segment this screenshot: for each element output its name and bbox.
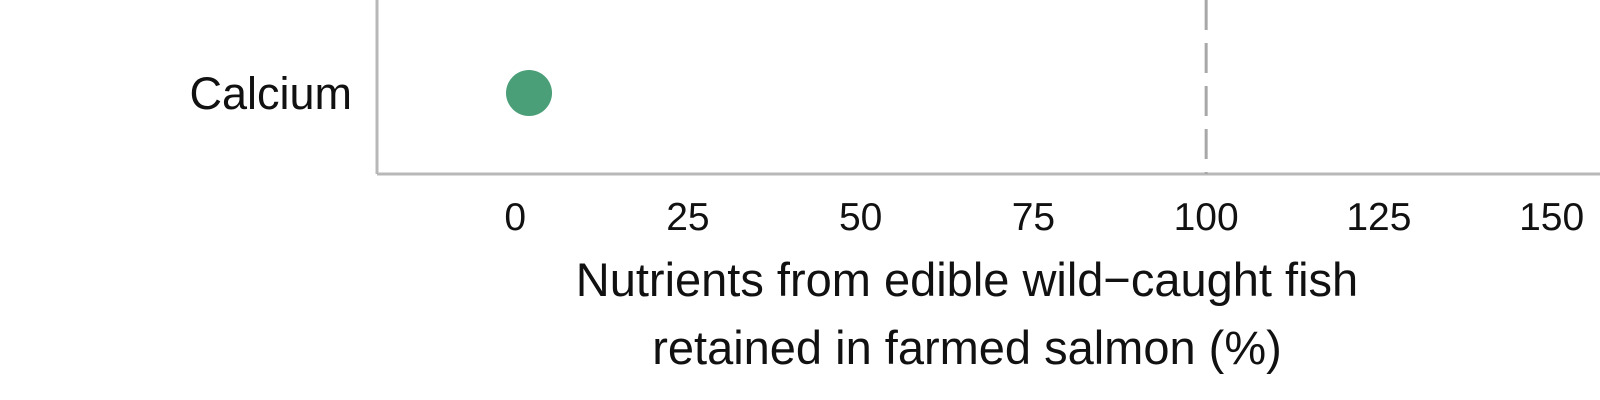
data-points [506,70,553,116]
x-tick-label: 0 [504,196,526,239]
x-tick-label: 25 [666,196,709,239]
x-tick-label: 150 [1519,196,1584,239]
x-tick-label: 75 [1012,196,1055,239]
x-tick-labels: 0 25 50 75 100 125 150 [504,196,1584,239]
x-axis-title-line-2: retained in farmed salmon (%) [652,321,1282,374]
x-axis-title-line-1: Nutrients from edible wild−caught fish [576,253,1358,306]
x-tick-label: 100 [1174,196,1239,239]
x-tick-label: 50 [839,196,882,239]
category-labels: Calcium [189,68,352,119]
category-label: Calcium [189,68,352,119]
data-point [506,70,553,116]
x-tick-label: 125 [1346,196,1411,239]
